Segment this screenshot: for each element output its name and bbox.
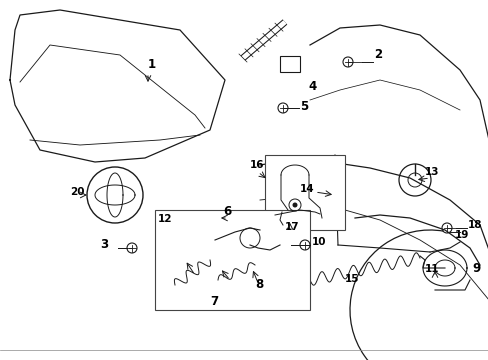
Text: 14: 14 xyxy=(299,184,314,194)
Bar xyxy=(280,56,299,72)
Text: 12: 12 xyxy=(158,214,172,224)
Text: 1: 1 xyxy=(148,58,156,71)
Text: 2: 2 xyxy=(373,48,381,61)
Text: 17: 17 xyxy=(285,222,299,232)
Circle shape xyxy=(292,202,297,207)
Text: 13: 13 xyxy=(424,167,439,177)
Bar xyxy=(155,210,309,310)
Bar xyxy=(264,155,345,230)
Text: 7: 7 xyxy=(209,295,218,308)
Text: 18: 18 xyxy=(467,220,482,230)
Text: 16: 16 xyxy=(249,160,264,170)
Text: 3: 3 xyxy=(100,238,108,251)
Text: 9: 9 xyxy=(471,262,479,275)
Text: 19: 19 xyxy=(454,230,468,240)
Text: 15: 15 xyxy=(345,274,359,284)
Text: 10: 10 xyxy=(311,237,326,247)
Text: 5: 5 xyxy=(299,100,307,113)
Text: 6: 6 xyxy=(223,205,231,218)
Text: 8: 8 xyxy=(254,278,263,291)
Text: 20: 20 xyxy=(70,187,84,197)
Text: 11: 11 xyxy=(424,264,439,274)
Text: 4: 4 xyxy=(307,80,316,93)
